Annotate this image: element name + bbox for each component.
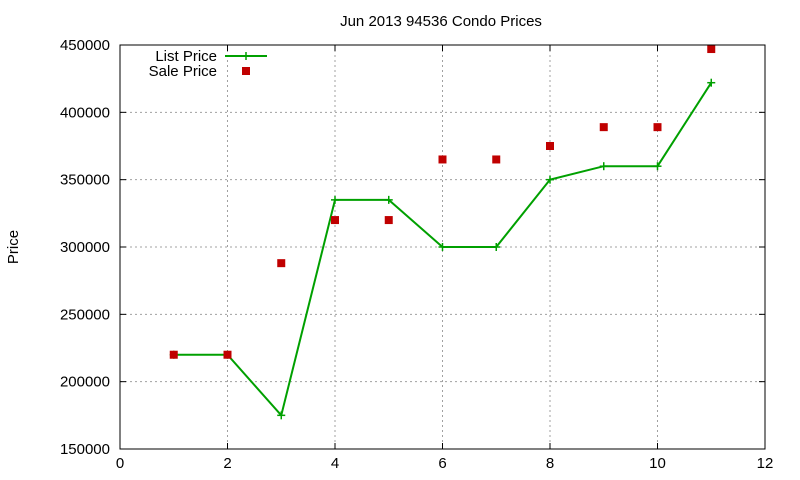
data-point <box>331 195 339 204</box>
y-tick-label: 300000 <box>60 239 110 256</box>
x-tick-label: 0 <box>116 455 124 472</box>
data-point <box>546 175 554 184</box>
series-1 <box>169 45 716 359</box>
y-axis-label: Price <box>5 230 22 264</box>
axes: 0 2 4 6 8 10 12 150000 200000 250000 300000 350000 4… <box>60 37 773 472</box>
data-point <box>707 78 716 87</box>
data-point <box>492 155 501 164</box>
legend-label: List Price <box>155 48 217 65</box>
legend-marker <box>242 52 250 60</box>
y-tick-label: 350000 <box>60 172 110 189</box>
x-tick-label: 4 <box>331 455 339 472</box>
y-tick-label: 200000 <box>60 374 110 391</box>
plot-area <box>169 45 716 420</box>
x-tick-label: 10 <box>649 455 666 472</box>
data-point <box>438 243 447 251</box>
data-point <box>653 123 662 132</box>
chart-title: Jun 2013 94536 Condo Prices <box>340 13 542 30</box>
data-point <box>169 350 178 359</box>
x-tick-label: 2 <box>223 455 231 472</box>
x-tick-label: 12 <box>757 455 774 472</box>
data-point <box>277 411 286 420</box>
data-point <box>546 142 554 150</box>
legend-item: Sale Price <box>149 63 250 80</box>
y-tick-label: 150000 <box>60 441 110 458</box>
data-point <box>599 123 608 132</box>
data-point <box>331 216 339 225</box>
data-point <box>492 243 501 251</box>
legend-item: List Price <box>155 48 267 65</box>
data-point <box>277 259 286 268</box>
data-point <box>384 195 393 204</box>
y-tick-label: 450000 <box>60 37 110 54</box>
y-tick-label: 250000 <box>60 306 110 323</box>
y-tick-label: 400000 <box>60 104 110 121</box>
data-point <box>653 162 662 171</box>
x-tick-label: 6 <box>438 455 446 472</box>
data-point <box>223 350 232 359</box>
data-point <box>384 216 393 225</box>
x-tick-label: 8 <box>546 455 554 472</box>
data-point <box>438 155 447 164</box>
legend-marker <box>242 67 250 75</box>
legend-label: Sale Price <box>149 63 217 80</box>
data-point <box>599 162 608 171</box>
data-point <box>707 45 716 54</box>
